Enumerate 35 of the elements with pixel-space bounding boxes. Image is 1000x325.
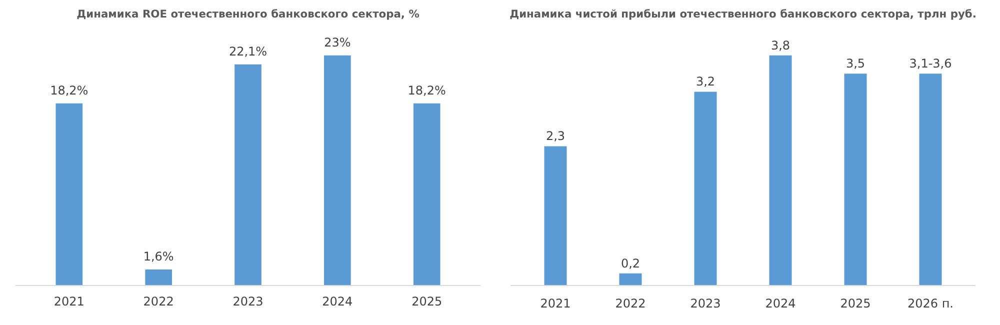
x-tick-label: 2025 (412, 294, 442, 308)
chart-title: Динамика ROE отечественного банковского сектора, % (76, 8, 420, 20)
data-label: 3,8 (770, 38, 790, 52)
x-tick-label: 2025 (840, 296, 871, 310)
data-label: 23% (324, 35, 351, 50)
x-tick-label: 2021 (540, 296, 571, 310)
bar (544, 146, 567, 286)
x-tick-label: 2024 (765, 296, 796, 310)
bar (324, 55, 351, 286)
data-label: 1,6% (143, 249, 174, 264)
x-tick-label: 2022 (143, 294, 174, 308)
data-label: 0,2 (620, 256, 640, 270)
bar (56, 103, 83, 286)
data-label: 18,2% (408, 83, 446, 98)
bar (145, 269, 172, 286)
bar (413, 103, 440, 286)
chart-title: Динамика чистой прибыли отечественного банковского сектора, трлн руб. (510, 8, 976, 20)
x-tick-label: 2024 (322, 294, 353, 308)
x-tick-label: 2023 (690, 296, 721, 310)
data-label: 3,1-3,6 (909, 56, 952, 71)
data-label: 18,2% (50, 83, 88, 98)
bar (844, 74, 867, 286)
x-tick-label: 2023 (232, 294, 264, 308)
data-label: 3,2 (696, 74, 716, 89)
bar (234, 64, 262, 286)
bar (694, 92, 717, 286)
data-label: 2,3 (546, 129, 566, 144)
data-label: 3,5 (846, 56, 866, 71)
x-tick-label: 2022 (615, 296, 646, 310)
x-tick-label: 2021 (54, 294, 84, 308)
x-tick-label: 2026 п. (907, 296, 954, 310)
bar (619, 273, 642, 286)
bar (919, 74, 942, 286)
data-label: 22,1% (228, 44, 268, 58)
bar (769, 55, 792, 286)
